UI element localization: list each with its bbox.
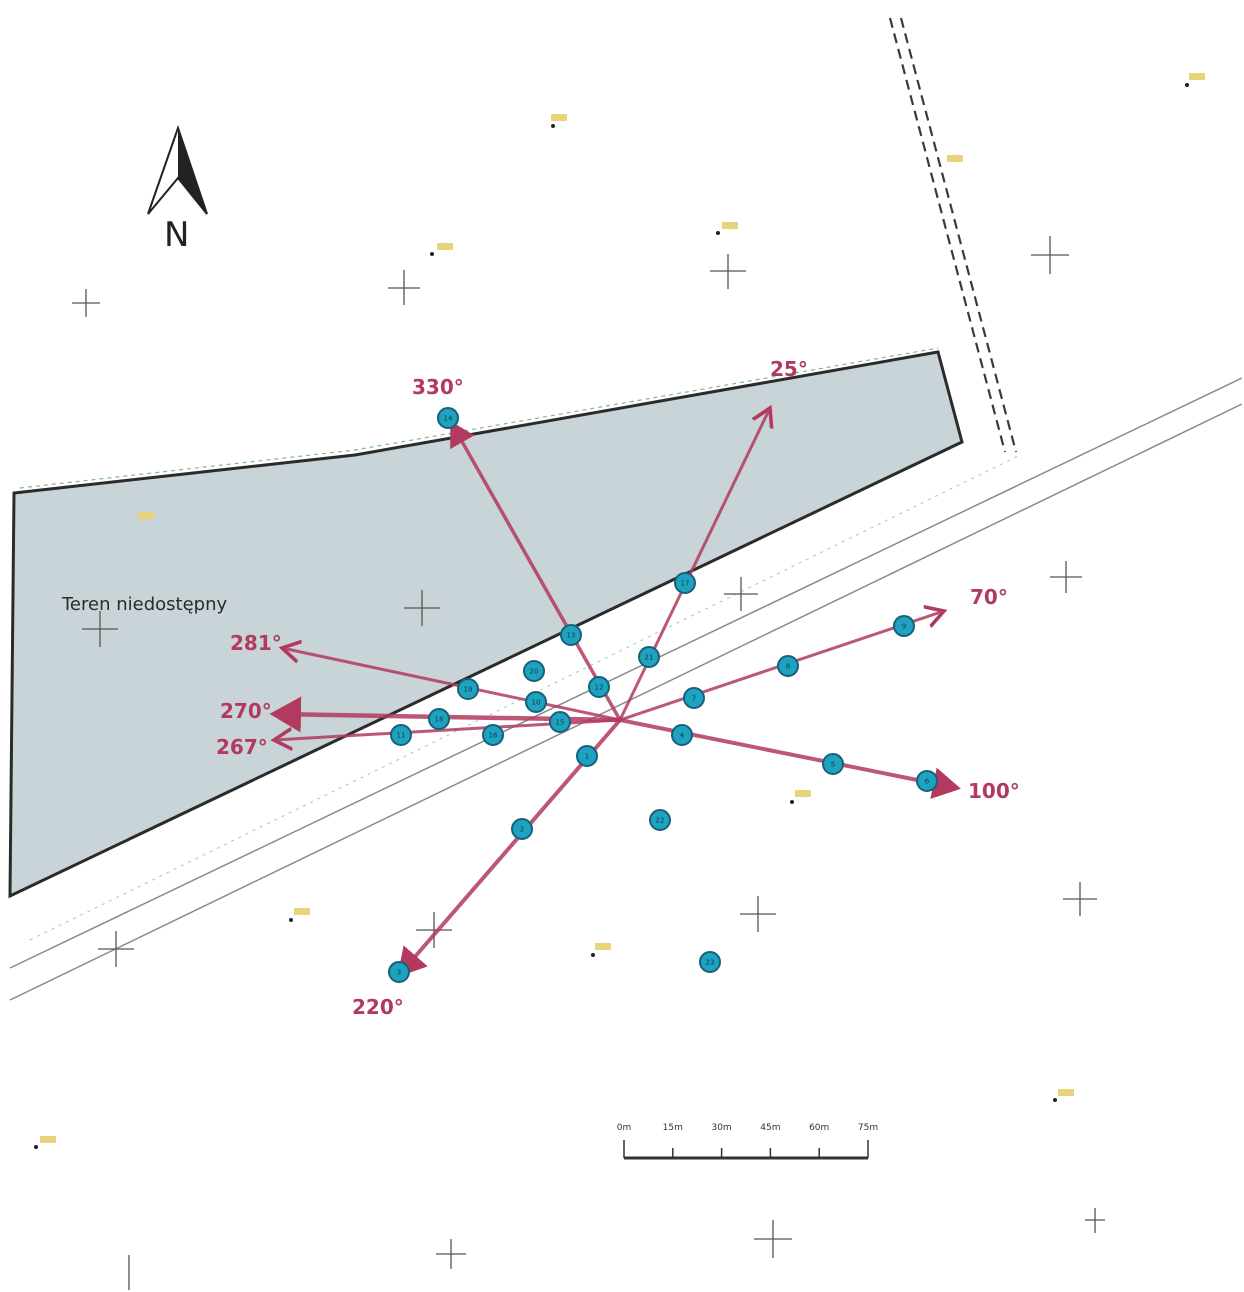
survey-point[interactable]: 8 <box>777 655 799 677</box>
survey-point[interactable]: 15 <box>549 711 571 733</box>
survey-point[interactable]: 19 <box>457 678 479 700</box>
survey-point[interactable]: 9 <box>893 615 915 637</box>
survey-point-label: 16 <box>489 732 498 740</box>
road-edge-line <box>9 403 1243 1001</box>
survey-point-label: 15 <box>556 719 565 727</box>
survey-point[interactable]: 17 <box>674 572 696 594</box>
survey-point[interactable]: 6 <box>916 770 938 792</box>
height-points <box>34 73 1205 1149</box>
bearing-label-25: 25° <box>770 357 808 381</box>
survey-point-label: 20 <box>530 668 539 676</box>
survey-point[interactable]: 1 <box>576 745 598 767</box>
survey-point[interactable]: 12 <box>588 676 610 698</box>
ray-25 <box>618 408 770 721</box>
survey-point-label: 12 <box>595 684 604 692</box>
area-boundary-dashed <box>19 347 939 489</box>
road-edge-line <box>9 377 1243 969</box>
scale-label: 15m <box>663 1123 683 1133</box>
bearing-label-220: 220° <box>352 995 404 1019</box>
ray-100 <box>619 718 961 799</box>
survey-point-label: 17 <box>681 580 690 588</box>
survey-point-label: 22 <box>656 817 665 825</box>
survey-point[interactable]: 5 <box>822 753 844 775</box>
survey-point[interactable]: 14 <box>437 407 459 429</box>
bearing-label-281: 281° <box>230 631 282 655</box>
survey-point[interactable]: 21 <box>638 646 660 668</box>
bearing-label-70: 70° <box>970 585 1008 609</box>
survey-point[interactable]: 3 <box>388 961 410 983</box>
survey-point[interactable]: 22 <box>649 809 671 831</box>
survey-point-label: 9 <box>902 623 906 631</box>
inaccessible-area <box>8 350 964 899</box>
survey-point-label: 19 <box>464 686 473 694</box>
survey-point[interactable]: 7 <box>683 687 705 709</box>
survey-point-label: 5 <box>831 761 835 769</box>
bearing-label-270: 270° <box>220 699 272 723</box>
survey-point-label: 13 <box>567 632 576 640</box>
survey-point-label: 18 <box>435 716 444 724</box>
ray-281 <box>282 648 621 722</box>
bearing-label-267: 267° <box>216 735 268 759</box>
survey-point-label: 23 <box>706 959 715 967</box>
scale-bar: 0m 15m 30m 45m 60m 75m <box>617 1123 878 1160</box>
survey-point[interactable]: 10 <box>525 691 547 713</box>
area-label: Teren niedostępny <box>61 594 227 615</box>
ray-330 <box>450 420 622 721</box>
survey-point-label: 10 <box>532 699 541 707</box>
survey-point[interactable]: 2 <box>511 818 533 840</box>
bearing-label-100: 100° <box>968 779 1020 803</box>
bearing-labels: 330° 25° 70° 281° 270° 267° 100° 220° <box>216 357 1020 1019</box>
scale-label: 45m <box>760 1123 780 1133</box>
survey-point[interactable]: 20 <box>523 660 545 682</box>
survey-point-label: 21 <box>645 654 654 662</box>
grid-crosses <box>72 236 1105 1290</box>
survey-point[interactable]: 18 <box>428 708 450 730</box>
survey-point-label: 4 <box>680 732 685 740</box>
railway-track <box>888 17 1007 453</box>
survey-point-label: 2 <box>520 826 524 834</box>
survey-point-label: 7 <box>692 695 696 703</box>
survey-point[interactable]: 16 <box>482 724 504 746</box>
survey-point[interactable]: 11 <box>390 724 412 746</box>
survey-point-label: 11 <box>397 732 406 740</box>
bearing-label-330: 330° <box>412 375 464 399</box>
survey-point[interactable]: 13 <box>560 624 582 646</box>
survey-point-label: 3 <box>397 969 401 977</box>
survey-point-label: 8 <box>786 663 790 671</box>
survey-point-label: 6 <box>925 778 930 786</box>
survey-point-label: 1 <box>585 753 589 761</box>
survey-point-label: 14 <box>444 415 453 423</box>
scale-label: 30m <box>711 1123 731 1133</box>
north-letter: N <box>164 215 189 255</box>
scale-label: 75m <box>858 1123 878 1133</box>
scale-label: 60m <box>809 1123 829 1133</box>
scale-label: 0m <box>617 1123 632 1133</box>
survey-point[interactable]: 23 <box>699 951 721 973</box>
north-arrow: N <box>147 124 208 255</box>
railway-track <box>899 17 1018 453</box>
survey-point[interactable]: 4 <box>671 724 693 746</box>
